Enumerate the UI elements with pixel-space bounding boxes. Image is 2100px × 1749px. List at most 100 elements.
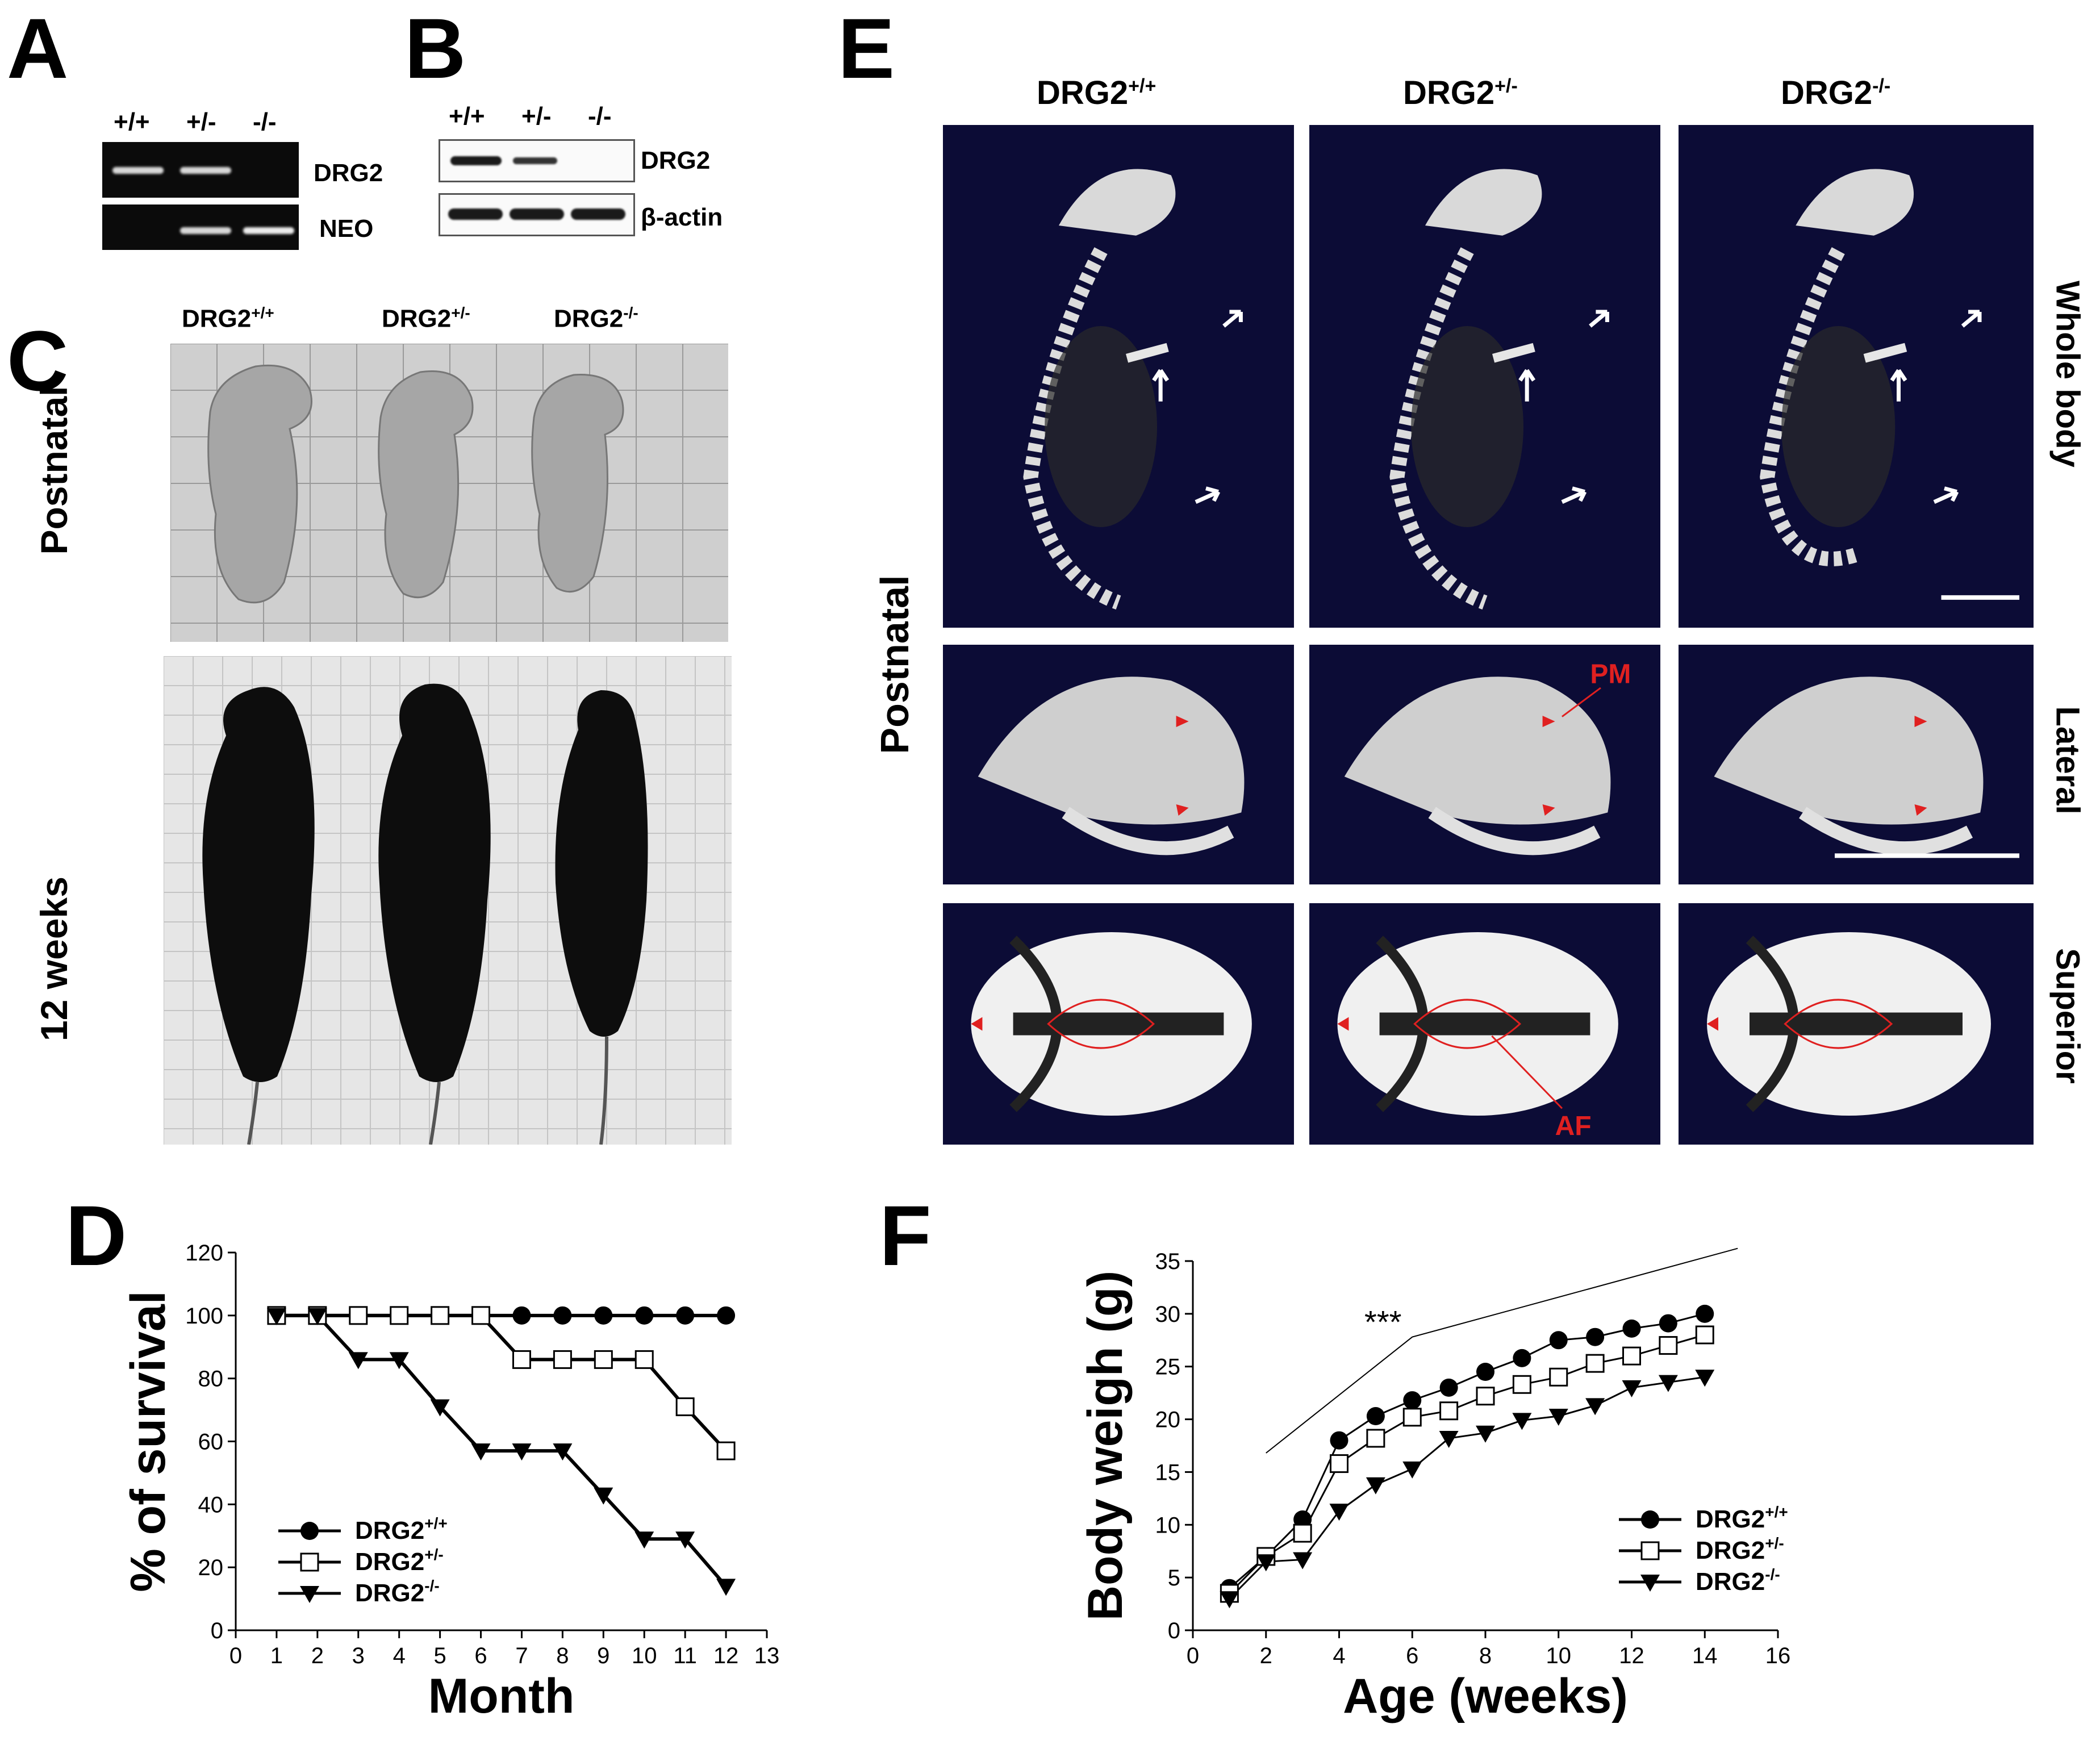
data-point-0-9 — [1549, 1331, 1568, 1350]
data-point-2-5 — [471, 1443, 491, 1461]
x-tick-label: 4 — [393, 1643, 406, 1668]
data-point-0-8 — [594, 1306, 613, 1325]
data-point-2-7 — [553, 1443, 573, 1461]
pup-wt — [207, 364, 312, 604]
panel-letter-d: D — [65, 1188, 127, 1283]
legend-marker — [1640, 1575, 1660, 1592]
arrow-up — [1518, 369, 1536, 402]
legend-label-base: DRG2 — [1696, 1568, 1765, 1596]
data-point-2-9 — [1548, 1409, 1568, 1426]
data-point-1-4 — [1366, 1429, 1385, 1448]
pup-het — [378, 370, 474, 599]
wb-band-drg2-wt — [450, 156, 502, 165]
arrow-diagonal — [1961, 310, 1982, 328]
body-shadow — [1045, 326, 1157, 527]
data-point-1-11 — [716, 1441, 736, 1460]
data-point-0-6 — [1439, 1378, 1458, 1397]
data-point-1-2 — [1293, 1523, 1312, 1543]
data-point-0-9 — [635, 1306, 654, 1325]
red-arrowhead — [1707, 1017, 1718, 1031]
x-tick-label: 0 — [1187, 1643, 1199, 1668]
gel-drg2 — [102, 142, 299, 198]
data-point-0-8 — [1513, 1349, 1531, 1367]
legend-label-sup: +/+ — [1765, 1503, 1788, 1521]
data-point-1-5 — [471, 1306, 491, 1325]
legend-label-sup: +/- — [1765, 1534, 1784, 1552]
data-point-1-6 — [512, 1350, 531, 1369]
skull-lateral — [1714, 677, 1984, 825]
skull-lateral — [1344, 677, 1611, 825]
panel-letter-c: C — [7, 313, 69, 408]
arrow-up — [1152, 369, 1170, 402]
c-header-het: DRG2+/- — [382, 304, 470, 333]
ct-image-whole-ko — [1679, 125, 2034, 628]
data-point-2-4 — [1366, 1477, 1385, 1495]
arrow-right — [1933, 486, 1959, 504]
red-arrowhead — [971, 1017, 983, 1031]
panel-letter-e: E — [838, 1, 895, 96]
wb-band-actin-het — [510, 208, 564, 220]
data-point-0-6 — [512, 1306, 531, 1325]
legend-label-sup: -/- — [424, 1577, 439, 1594]
e-header-het: DRG2+/- — [1403, 74, 1518, 111]
x-tick-label: 4 — [1333, 1643, 1345, 1668]
lane-label-ko: -/- — [253, 108, 277, 136]
c-header-ko: DRG2-/- — [554, 304, 638, 333]
x-tick-label: 12 — [1619, 1643, 1644, 1668]
data-point-2-2 — [348, 1352, 368, 1370]
data-point-2-12 — [1658, 1375, 1678, 1392]
data-point-1-4 — [431, 1306, 450, 1325]
skull-shape — [1796, 169, 1914, 236]
data-point-2-5 — [1402, 1461, 1422, 1479]
y-tick-label: 10 — [1155, 1513, 1181, 1538]
red-arrowhead — [1176, 716, 1189, 728]
body-shadow — [1781, 326, 1896, 527]
x-tick-label: 11 — [673, 1643, 697, 1668]
data-point-1-9 — [1549, 1367, 1568, 1387]
x-tick-label: 0 — [229, 1643, 242, 1668]
skull-shape — [1058, 169, 1176, 236]
significance-line — [1266, 1247, 1738, 1454]
red-arrowhead — [1176, 804, 1189, 816]
arrow-diagonal — [1222, 310, 1243, 328]
lane-label-wt: +/+ — [114, 108, 150, 136]
data-point-2-7 — [1476, 1425, 1495, 1443]
data-point-0-10 — [676, 1306, 695, 1325]
series-line-2 — [1229, 1376, 1705, 1600]
adult-mice — [202, 683, 648, 1082]
arrow-right — [1561, 486, 1587, 504]
wb-lane-label-wt: +/+ — [449, 102, 485, 130]
data-point-0-10 — [1586, 1328, 1605, 1346]
data-point-1-3 — [1330, 1454, 1348, 1473]
e-header-wt: DRG2+/+ — [1037, 74, 1157, 111]
data-point-1-6 — [1439, 1401, 1459, 1421]
ct-image-superior-wt — [943, 903, 1294, 1145]
legend-marker — [300, 1586, 319, 1603]
data-point-2-10 — [1585, 1398, 1605, 1416]
x-tick-label: 13 — [754, 1643, 780, 1668]
panel-letter-b: B — [404, 1, 466, 96]
x-tick-label: 6 — [474, 1643, 487, 1668]
pm-annotation: PM — [1590, 659, 1631, 690]
legend-label-base: DRG2 — [1696, 1537, 1765, 1564]
data-point-1-3 — [390, 1306, 409, 1325]
mouse-wt — [202, 687, 315, 1082]
photo-postnatal-pups — [170, 344, 728, 642]
legend-marker — [300, 1552, 319, 1572]
y-tick-label: 35 — [1155, 1249, 1181, 1274]
data-point-1-7 — [553, 1350, 572, 1369]
band-drg2-wt — [112, 167, 164, 174]
data-point-0-11 — [1622, 1319, 1641, 1338]
e-header-ko: DRG2-/- — [1781, 74, 1891, 111]
af-leader-line — [1491, 1035, 1563, 1109]
data-point-2-2 — [1293, 1552, 1313, 1569]
forelimb-bone — [1125, 343, 1169, 363]
series-line-1 — [276, 1313, 728, 1452]
x-axis-label: Age (weeks) — [1343, 1669, 1628, 1723]
data-point-2-8 — [1512, 1413, 1532, 1430]
x-tick-label: 1 — [270, 1643, 283, 1668]
body-shadow — [1411, 326, 1523, 527]
y-tick-label: 100 — [185, 1304, 223, 1329]
arrow-up — [1890, 369, 1907, 402]
x-tick-label: 7 — [515, 1643, 528, 1668]
